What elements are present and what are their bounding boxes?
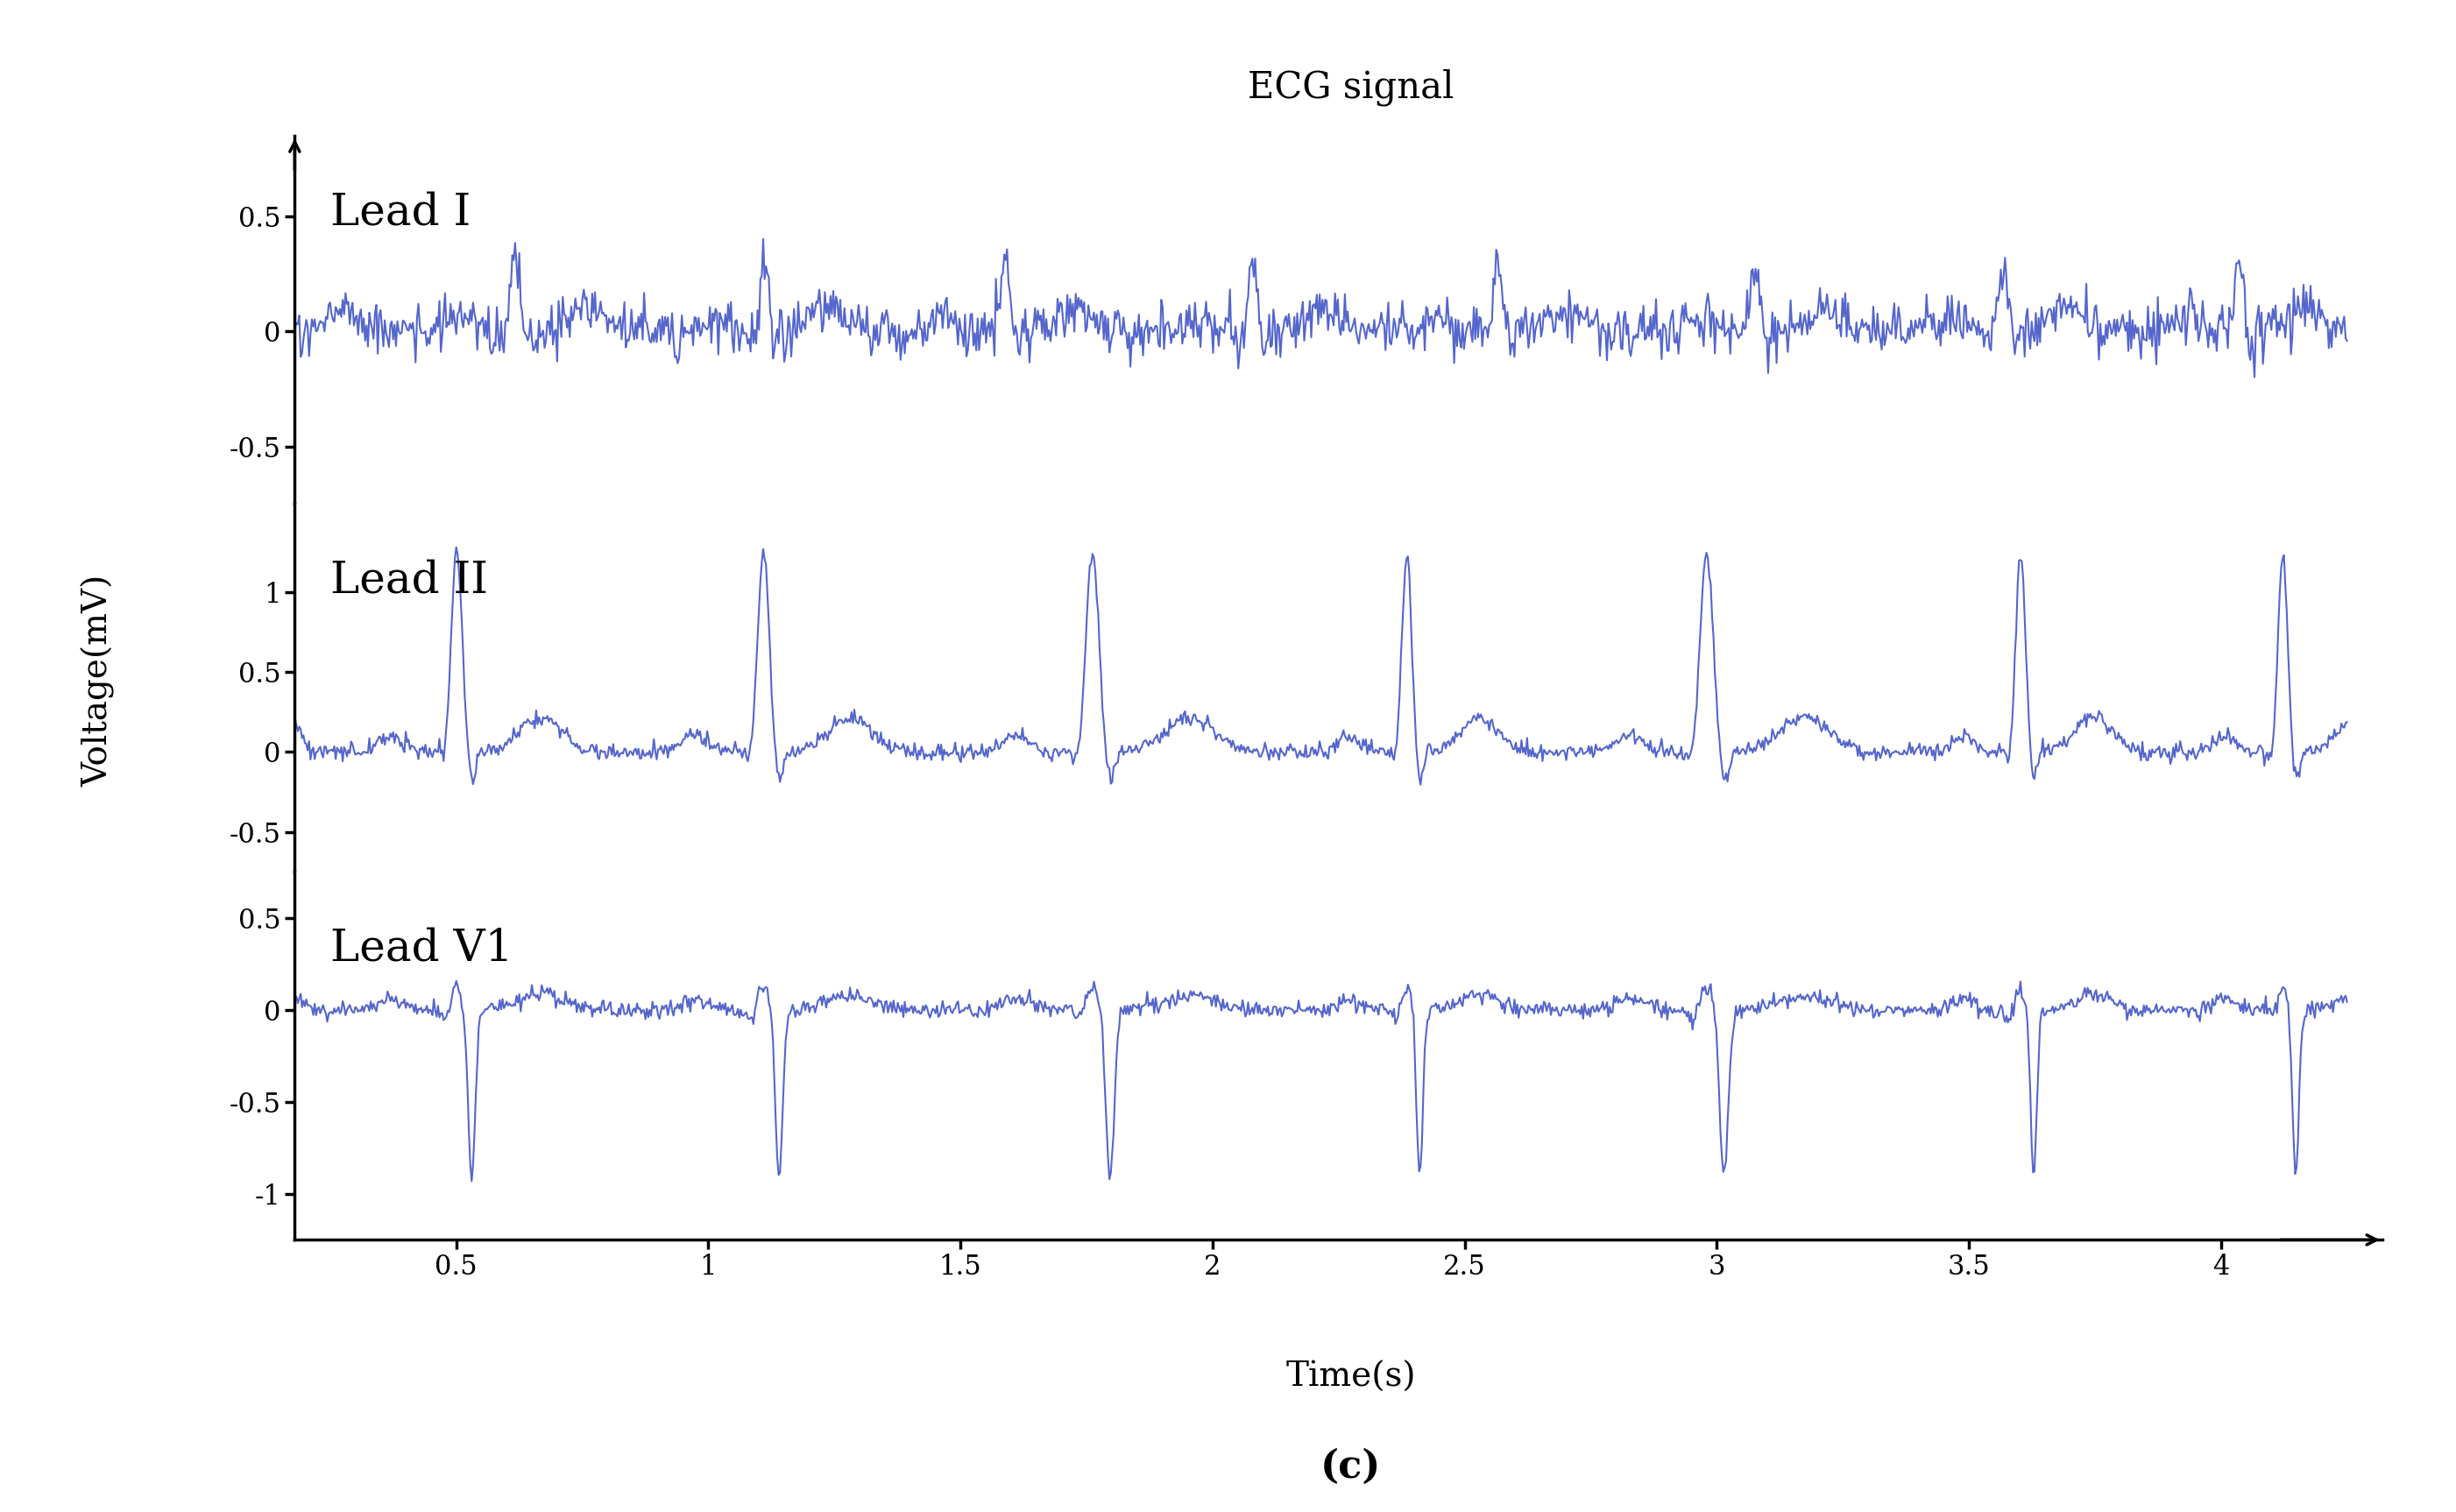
Text: Voltage(mV): Voltage(mV) [81,575,115,786]
Text: ECG signal: ECG signal [1248,68,1454,106]
Text: (c): (c) [1321,1448,1380,1485]
Text: Lead II: Lead II [329,559,489,602]
Text: Time(s): Time(s) [1284,1361,1417,1393]
Text: Lead V1: Lead V1 [329,927,513,971]
Text: Lead I: Lead I [329,192,472,234]
